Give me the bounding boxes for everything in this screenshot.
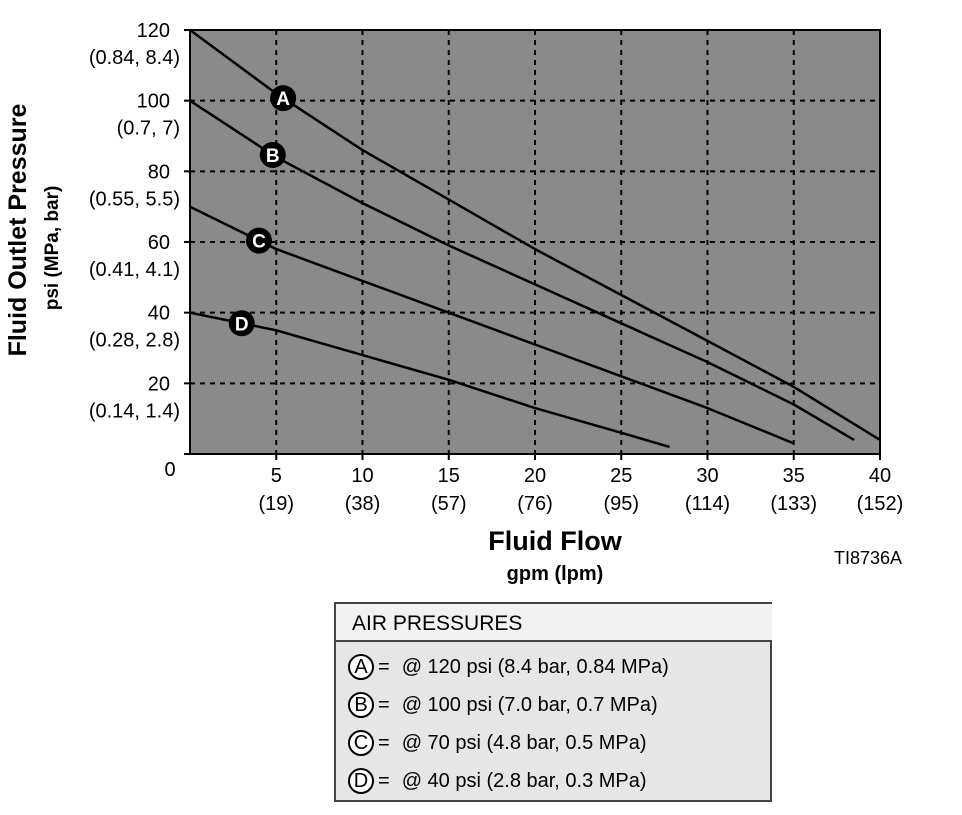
x-tick-label: 30 <box>696 465 718 487</box>
x-tick-labels: 5 (19) 10 (38) 15 (57) 20 (76) 25 (95) 30 (114) 35 (1… <box>258 465 903 515</box>
series-lines <box>189 28 881 449</box>
series-line-c <box>189 205 795 445</box>
series-marker-d <box>228 310 255 337</box>
x-tick-label: 20 <box>524 465 546 487</box>
x-tick-label: 35 <box>783 465 805 487</box>
y-tick-label: 40 <box>148 303 170 325</box>
pump-performance-chart: A B C D 5 (19) 10 (38) 15 (57) 20 (76) 25 (95) 30 (114… <box>4 20 903 585</box>
legend-item-a: A = @ 120 psi (8.4 bar, 0.84 MPa) <box>336 648 770 686</box>
y-tick-label: 20 <box>148 373 170 395</box>
y-tick-sublabel: (0.7, 7) <box>117 118 180 140</box>
x-axis-units: gpm (lpm) <box>507 563 604 585</box>
legend-text: @ 100 psi (7.0 bar, 0.7 MPa) <box>401 693 658 716</box>
legend-eq: = <box>378 655 390 678</box>
series-line-a <box>189 28 881 441</box>
legend-eq: = <box>378 731 390 754</box>
series-line-b <box>189 99 855 441</box>
y-axis-units: psi (MPa, bar) <box>42 186 63 311</box>
y-tick-sublabel: (0.14, 1.4) <box>89 400 180 422</box>
series-marker-label: A <box>276 89 290 110</box>
legend-text: @ 40 psi (2.8 bar, 0.3 MPa) <box>401 769 647 792</box>
y-tick-sublabel: (0.41, 4.1) <box>89 259 180 281</box>
y-tick-sublabel: (0.28, 2.8) <box>89 330 180 352</box>
y-tick-label: 80 <box>148 161 170 183</box>
air-pressures-legend: AIR PRESSURES A = @ 120 psi (8.4 bar, 0.… <box>334 602 772 802</box>
y-tick-label: 0 <box>164 459 175 481</box>
legend-item-b: B = @ 100 psi (7.0 bar, 0.7 MPa) <box>336 686 770 724</box>
x-tick-sublabel: (95) <box>603 493 639 515</box>
x-tick-label: 5 <box>271 465 282 487</box>
legend-badge-a: A <box>348 654 374 680</box>
y-tick-sublabel: (0.55, 5.5) <box>89 188 180 210</box>
series-marker-label: C <box>252 232 266 253</box>
x-tick-label: 10 <box>351 465 373 487</box>
legend-badge-d: D <box>348 768 374 794</box>
series-marker-b <box>259 141 286 168</box>
y-axis-title: Fluid Outlet Pressure <box>4 103 32 356</box>
x-tick-label: 15 <box>438 465 460 487</box>
legend-text: @ 70 psi (4.8 bar, 0.5 MPa) <box>401 731 647 754</box>
series-marker-label: B <box>266 146 280 167</box>
legend-title: AIR PRESSURES <box>336 604 772 642</box>
x-tick-label: 25 <box>610 465 632 487</box>
series-line-d <box>189 311 670 449</box>
series-marker-label: D <box>235 314 249 335</box>
x-tick-sublabel: (19) <box>258 493 294 515</box>
axes <box>184 29 881 460</box>
legend-eq: = <box>378 769 390 792</box>
legend-item-d: D = @ 40 psi (2.8 bar, 0.3 MPa) <box>336 762 770 800</box>
x-axis-title: Fluid Flow <box>488 526 622 556</box>
legend-badge-c: C <box>348 730 374 756</box>
y-tick-label: 100 <box>137 91 170 113</box>
legend-badge-b: B <box>348 692 374 718</box>
x-tick-sublabel: (57) <box>431 493 467 515</box>
x-tick-sublabel: (152) <box>857 493 904 515</box>
series-marker-c <box>246 227 272 254</box>
y-tick-label: 120 <box>137 20 170 42</box>
x-tick-sublabel: (133) <box>770 493 817 515</box>
series-marker-a <box>270 85 297 112</box>
x-tick-sublabel: (114) <box>685 493 730 515</box>
y-tick-label: 60 <box>148 232 170 254</box>
figure-id: TI8736A <box>834 548 902 568</box>
x-tick-sublabel: (76) <box>517 493 553 515</box>
series-markers: A B C D <box>228 85 297 337</box>
legend-text: @ 120 psi (8.4 bar, 0.84 MPa) <box>401 655 669 678</box>
x-tick-sublabel: (38) <box>345 493 381 515</box>
legend-item-c: C = @ 70 psi (4.8 bar, 0.5 MPa) <box>336 724 770 762</box>
legend-eq: = <box>378 693 390 716</box>
y-tick-sublabel: (0.84, 8.4) <box>89 47 180 69</box>
y-tick-labels: 0 20 (0.14, 1.4) 40 (0.28, 2.8) 60 (0.41, 4.1)… <box>89 20 180 481</box>
x-tick-label: 40 <box>869 465 891 487</box>
